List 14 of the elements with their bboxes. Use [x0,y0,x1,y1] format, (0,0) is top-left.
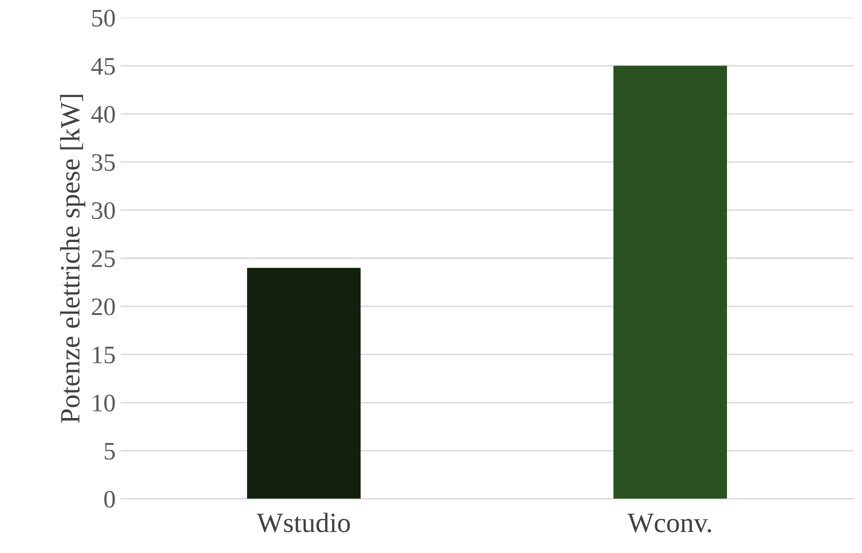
y-tick-label: 0 [104,490,115,508]
y-tick-label: 40 [91,106,115,123]
y-tick-label: 5 [104,443,115,460]
y-tick-label: 30 [92,202,115,220]
y-tick-label: 45 [91,58,115,75]
x-tick-label: Wstudio [256,512,350,532]
y-tick-label: 50 [92,10,115,27]
y-tick-label: 25 [92,250,115,268]
y-tick-label: 20 [92,298,115,316]
y-tick-label: 15 [93,346,115,364]
x-tick-label: Wconv. [628,514,712,532]
y-tick-label: 35 [92,154,115,171]
y-tick-label: 10 [93,394,115,412]
y-axis-title: Potenze elettriche spese [kW] [60,94,86,423]
